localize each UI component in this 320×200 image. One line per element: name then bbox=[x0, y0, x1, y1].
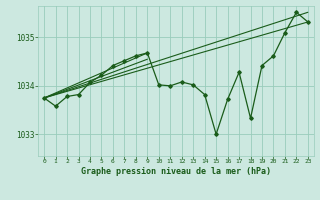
X-axis label: Graphe pression niveau de la mer (hPa): Graphe pression niveau de la mer (hPa) bbox=[81, 167, 271, 176]
